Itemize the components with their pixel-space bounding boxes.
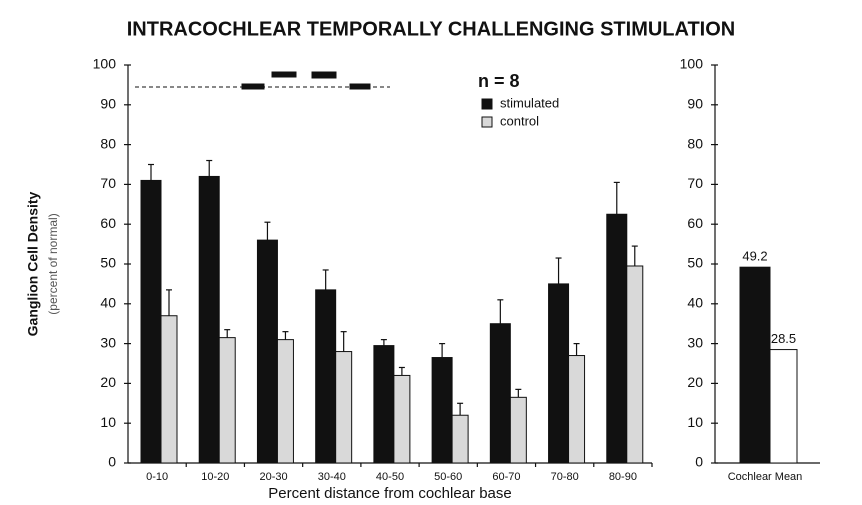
bar: [160, 315, 178, 464]
legend-label: stimulated: [500, 95, 559, 110]
y-tick-label: 10: [687, 414, 703, 430]
x-tick-label: 0-10: [146, 471, 168, 483]
bar: [489, 323, 511, 464]
chart-title: INTRACOCHLEAR TEMPORALLY CHALLENGING STI…: [127, 18, 736, 40]
x-tick-label: Cochlear Mean: [728, 471, 803, 483]
bar: [198, 175, 220, 464]
y-tick-label: 70: [100, 175, 116, 191]
legend-label: control: [500, 113, 539, 128]
y-tick-label: 50: [687, 255, 703, 271]
bar: [769, 349, 798, 464]
bar: [276, 339, 294, 464]
x-tick-label: 60-70: [492, 471, 520, 483]
y-tick-label: 20: [687, 374, 703, 390]
y-tick-label: 100: [93, 56, 117, 72]
bar: [218, 337, 236, 464]
x-tick-label: 80-90: [609, 471, 637, 483]
bar: [315, 289, 337, 464]
value-label: 49.2: [742, 249, 767, 264]
bar: [548, 283, 570, 464]
bar: [256, 239, 278, 464]
bar: [393, 374, 411, 464]
bar: [140, 179, 162, 464]
legend-swatch: [481, 116, 493, 128]
y-tick-label: 70: [687, 175, 703, 191]
y-tick-label: 100: [680, 56, 704, 72]
y-tick-label: 30: [100, 334, 116, 350]
x-tick-label: 30-40: [318, 471, 346, 483]
y-tick-label: 40: [100, 295, 116, 311]
y-tick-label: 0: [108, 454, 116, 470]
bar: [739, 266, 771, 464]
y-tick-label: 60: [687, 215, 703, 231]
y-tick-label: 80: [100, 135, 116, 151]
bar: [451, 414, 469, 464]
y-tick-label: 40: [687, 295, 703, 311]
legend-swatch: [481, 98, 493, 110]
x-axis-title: Percent distance from cochlear base: [268, 485, 511, 502]
bar: [335, 351, 353, 464]
x-tick-label: 70-80: [551, 471, 579, 483]
y-tick-label: 90: [687, 96, 703, 112]
y-tick-label: 80: [687, 135, 703, 151]
x-tick-label: 50-60: [434, 471, 462, 483]
y-axis-title: Ganglion Cell Density: [25, 191, 41, 336]
y-tick-label: 10: [100, 414, 116, 430]
bar: [373, 345, 395, 464]
y-tick-label: 60: [100, 215, 116, 231]
y-tick-label: 20: [100, 374, 116, 390]
inset-diagram: [135, 71, 390, 90]
bar: [606, 213, 628, 464]
y-tick-label: 0: [695, 454, 703, 470]
bar: [431, 357, 453, 464]
y-tick-label: 30: [687, 334, 703, 350]
bar: [626, 265, 644, 464]
y-tick-label: 50: [100, 255, 116, 271]
value-label: 28.5: [771, 331, 796, 346]
bar: [509, 396, 527, 464]
y-tick-label: 90: [100, 96, 116, 112]
bar: [568, 355, 586, 464]
x-tick-label: 10-20: [201, 471, 229, 483]
x-tick-label: 20-30: [259, 471, 287, 483]
annotation: n = 8: [478, 71, 520, 91]
y-axis-note: (percent of normal): [46, 213, 60, 314]
x-tick-label: 40-50: [376, 471, 404, 483]
